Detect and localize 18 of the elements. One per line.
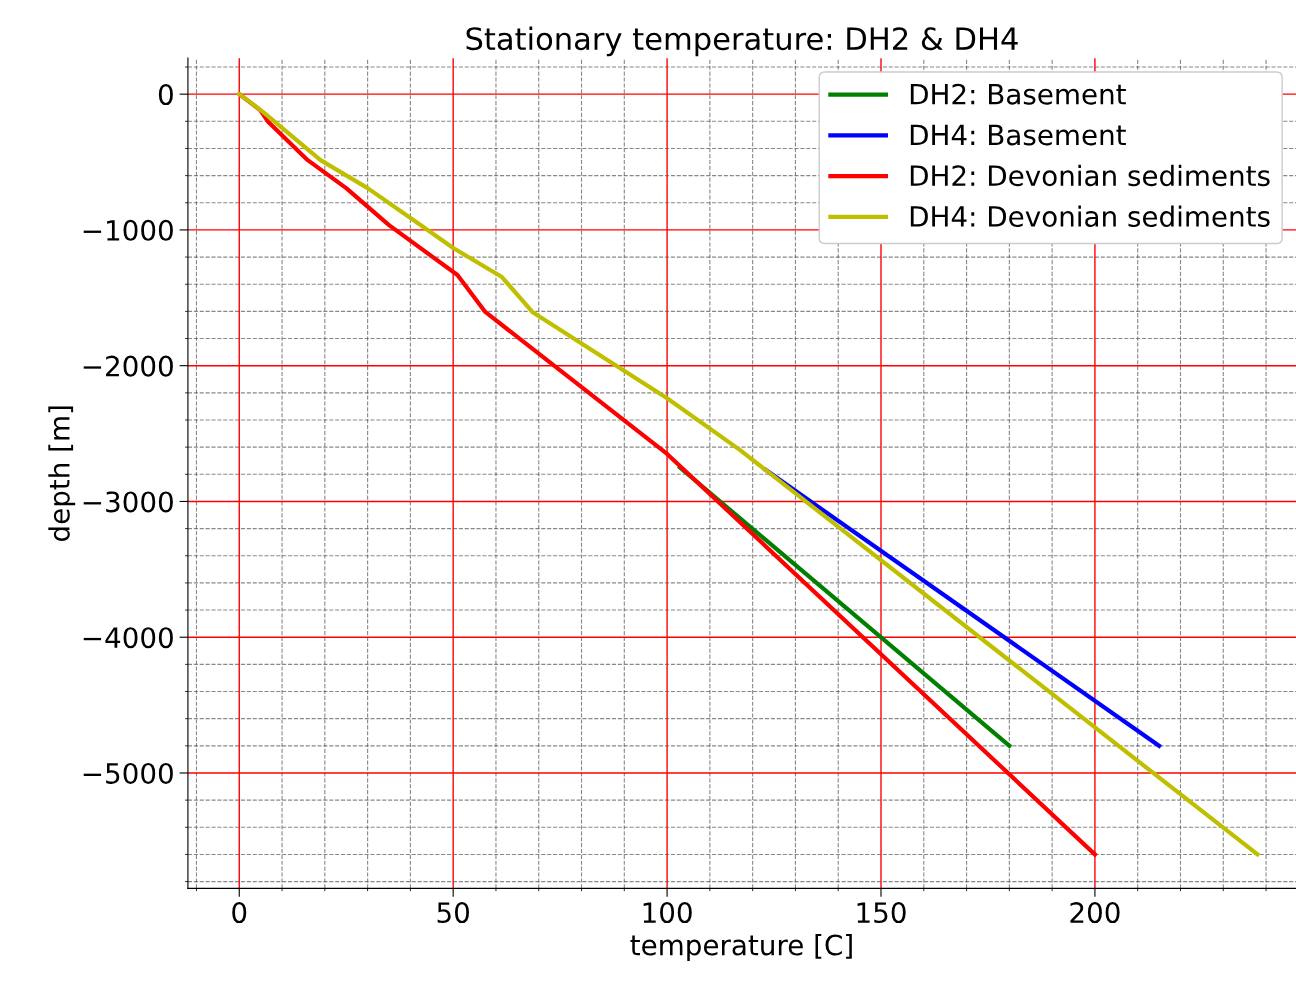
y-tick-label: −2000 — [83, 355, 173, 377]
y-tick-label: −3000 — [83, 491, 173, 513]
x-tick-label: 0 — [232, 902, 247, 924]
x-tick-label: 50 — [437, 902, 469, 924]
x-tick-label: 100 — [643, 902, 692, 924]
x-tick-label: 200 — [1070, 902, 1120, 924]
y-axis-title: depth [m] — [48, 406, 76, 541]
legend-label: DH2: Devonian sediments — [910, 164, 1270, 187]
y-tick-label: −5000 — [83, 762, 173, 784]
x-tick-label: 150 — [857, 902, 906, 924]
legend-label: DH2: Basement — [910, 83, 1126, 105]
y-tick-label: −1000 — [83, 219, 173, 241]
legend-label: DH4: Devonian sediments — [910, 205, 1270, 227]
legend-label: DH4: Basement — [910, 124, 1126, 146]
chart-title: Stationary temperature: DH2 & DH4 — [466, 26, 1018, 57]
x-axis-title: temperature [C] — [630, 934, 852, 961]
y-tick-label: −4000 — [83, 627, 173, 649]
y-tick-label: 0 — [158, 84, 173, 106]
